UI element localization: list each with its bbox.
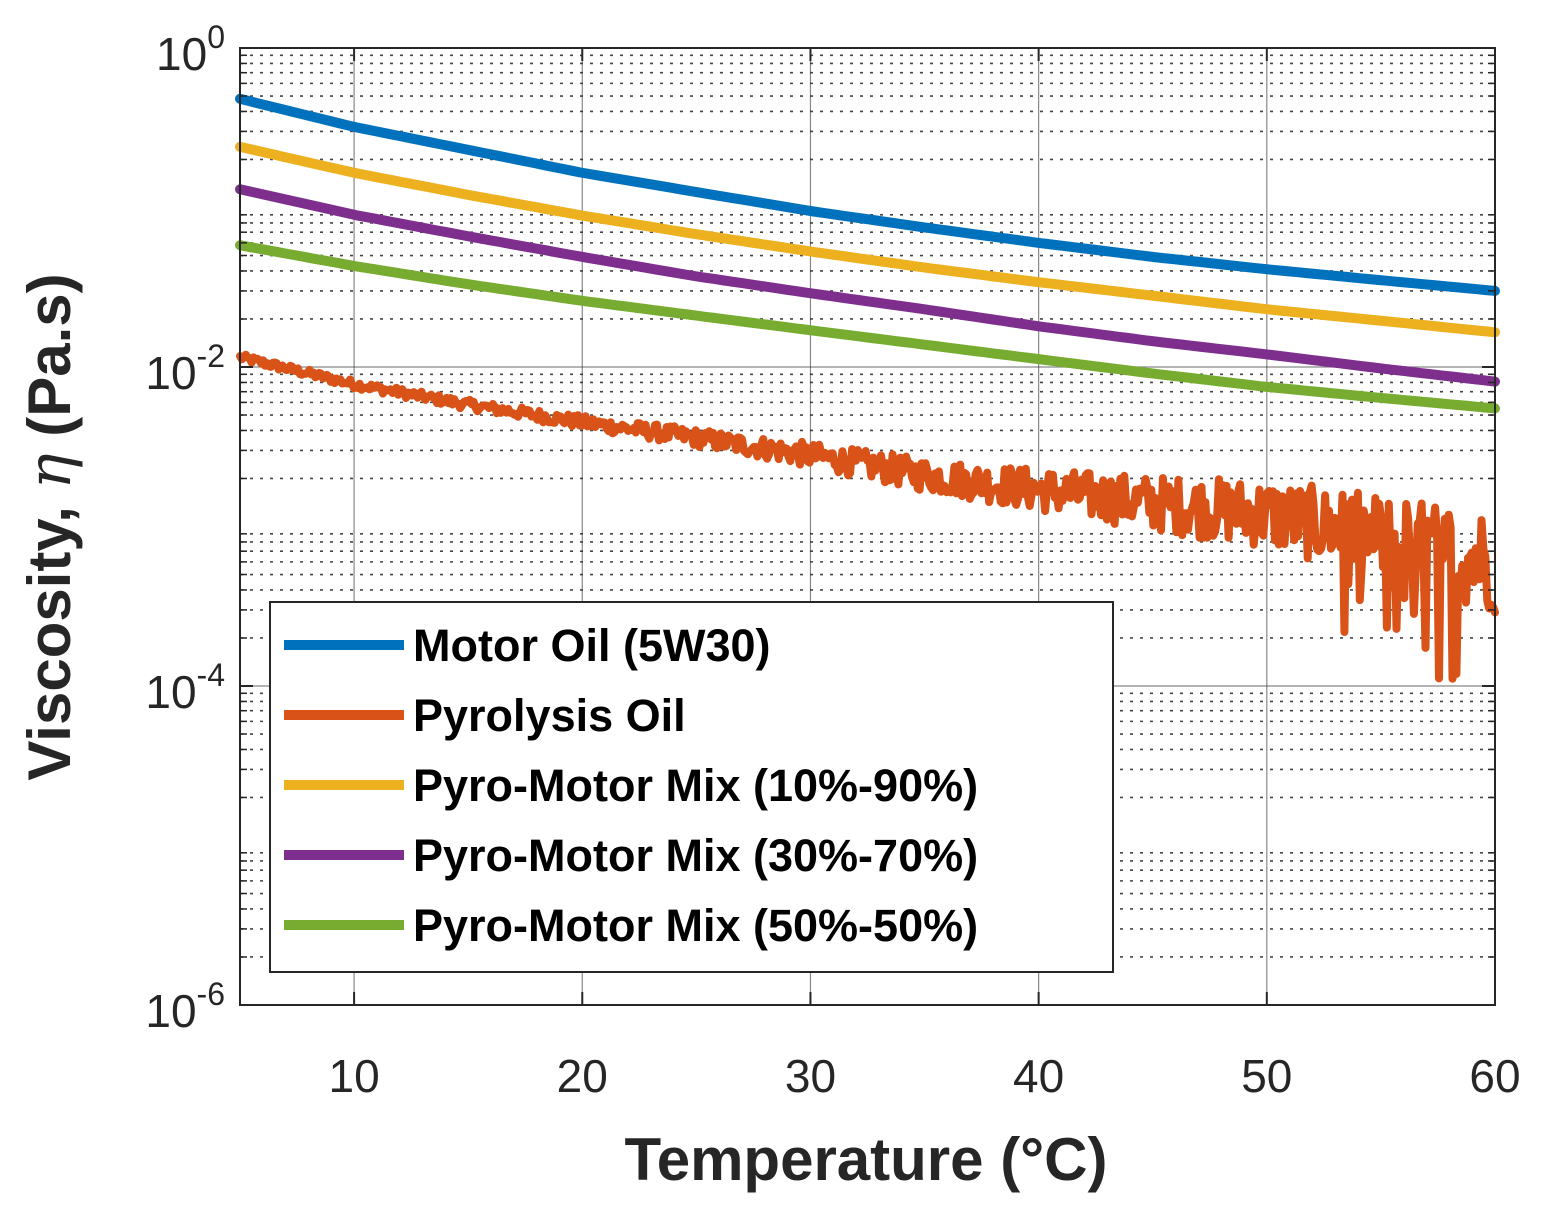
y-tick-exponent: 0 xyxy=(207,19,225,55)
x-tick-label: 30 xyxy=(785,1050,836,1102)
legend: Motor Oil (5W30) Pyrolysis Oil Pyro-Motor … xyxy=(269,601,1114,973)
legend-label-pyro-motor-mix-50-50: Pyro-Motor Mix (50%-50%) xyxy=(413,900,978,951)
legend-box xyxy=(269,601,1114,973)
y-axis-label-main: Viscosity, xyxy=(16,489,83,780)
legend-label-pyro-motor-mix-30-70: Pyro-Motor Mix (30%-70%) xyxy=(413,830,978,881)
y-tick-label: 10-6 xyxy=(145,976,225,1037)
y-tick-base: 10 xyxy=(145,666,196,718)
y-tick-label: 10-2 xyxy=(145,338,225,399)
y-tick-base: 10 xyxy=(145,347,196,399)
y-tick-base: 10 xyxy=(156,28,207,80)
y-tick-label: 10-4 xyxy=(145,657,225,718)
x-axis-label: Temperature (°C) xyxy=(625,1126,1108,1193)
x-tick-label: 10 xyxy=(329,1050,380,1102)
series-line-pyro-motor-mix-50-50 xyxy=(235,240,1500,414)
x-tick-label: 60 xyxy=(1469,1050,1520,1102)
x-tick-label: 40 xyxy=(1013,1050,1064,1102)
series-line-pyro-motor-mix-10-90 xyxy=(235,141,1500,338)
y-tick-base: 10 xyxy=(145,985,196,1037)
x-tick-label: 20 xyxy=(557,1050,608,1102)
series-line-pyro-motor-mix-30-70 xyxy=(235,184,1500,387)
y-axis-label: Viscosity, η (Pa.s) xyxy=(15,273,85,780)
plot-area-frame xyxy=(239,47,1496,1006)
y-tick-exponent: -2 xyxy=(197,338,225,374)
legend-label-pyrolysis-oil: Pyrolysis Oil xyxy=(413,690,686,741)
y-axis-label-unit: (Pa.s) xyxy=(16,273,83,453)
x-tick-label: 50 xyxy=(1241,1050,1292,1102)
y-axis-label-symbol: η xyxy=(15,453,85,489)
y-tick-exponent: -4 xyxy=(197,657,225,693)
series-line-motor-oil-5w30 xyxy=(235,93,1500,296)
y-tick-exponent: -6 xyxy=(197,976,225,1012)
y-tick-label: 100 xyxy=(156,19,225,80)
series-line-pyrolysis-oil xyxy=(236,350,1499,683)
legend-label-motor-oil-5w30: Motor Oil (5W30) xyxy=(413,620,771,671)
legend-label-pyro-motor-mix-10-90: Pyro-Motor Mix (10%-90%) xyxy=(413,760,978,811)
plot-series xyxy=(235,93,1500,683)
